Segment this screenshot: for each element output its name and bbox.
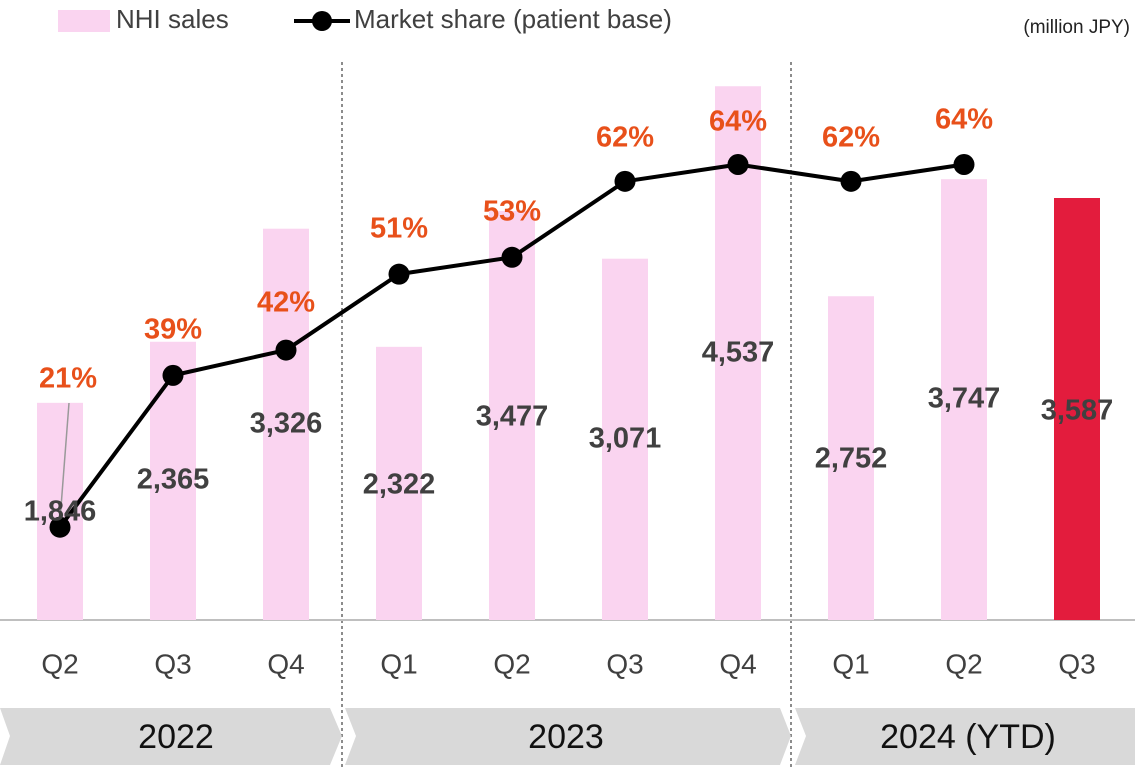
line-marker [388, 263, 410, 285]
bar [602, 258, 648, 620]
bar-value-label: 3,747 [928, 383, 1001, 415]
line-marker [501, 246, 523, 268]
x-tick-label: Q3 [154, 648, 191, 679]
bar [828, 296, 874, 620]
x-tick-label: Q4 [267, 648, 304, 679]
line-value-label: 51% [370, 213, 428, 245]
bar-value-label: 1,846 [24, 496, 97, 528]
x-tick-label: Q3 [606, 648, 643, 679]
line-marker [275, 339, 297, 361]
group-label: 2024 (YTD) [880, 718, 1056, 756]
leader-line [59, 402, 70, 521]
line-value-label: 64% [935, 104, 993, 136]
line-value-label: 39% [144, 314, 202, 346]
line-marker [840, 170, 862, 192]
bar [489, 210, 535, 621]
line-marker [953, 153, 975, 175]
line-value-label: 42% [257, 287, 315, 319]
line-marker [614, 170, 636, 192]
bar [376, 346, 422, 620]
x-tick-label: Q3 [1058, 648, 1095, 679]
line-marker [727, 153, 749, 175]
bar-value-label: 3,071 [589, 423, 662, 455]
legend-label: NHI sales [116, 4, 229, 34]
legend-label: Market share (patient base) [354, 4, 672, 34]
line-value-label: 53% [483, 196, 541, 228]
bar-value-label: 2,752 [815, 443, 888, 475]
line-value-label: 64% [709, 106, 767, 138]
group-band [795, 708, 1135, 765]
bar-value-label: 3,477 [476, 401, 549, 433]
group-label: 2022 [138, 718, 214, 756]
unit-label: (million JPY) [1023, 17, 1130, 38]
x-tick-label: Q1 [832, 648, 869, 679]
group-label: 2023 [528, 718, 604, 756]
bar [715, 86, 761, 620]
bar-value-label: 2,322 [363, 469, 436, 501]
bar [1054, 198, 1100, 620]
group-band [345, 708, 791, 765]
x-tick-label: Q2 [41, 648, 78, 679]
x-tick-label: Q2 [493, 648, 530, 679]
legend-marker [312, 11, 332, 31]
x-tick-label: Q1 [380, 648, 417, 679]
legend-swatch [58, 10, 110, 32]
bar-value-label: 2,365 [137, 464, 210, 496]
group-band [0, 708, 342, 765]
bar-value-label: 4,537 [702, 337, 775, 369]
x-tick-label: Q2 [945, 648, 982, 679]
line-marker [162, 364, 184, 386]
bar [150, 341, 196, 620]
bar [263, 228, 309, 621]
line-value-label: 62% [822, 122, 880, 154]
bar [941, 179, 987, 621]
bar-value-label: 3,326 [250, 408, 323, 440]
line-marker [49, 516, 71, 538]
x-tick-label: Q4 [719, 648, 756, 679]
line-value-label: 21% [39, 363, 97, 395]
bar-value-label: 3,587 [1041, 395, 1114, 427]
line-value-label: 62% [596, 122, 654, 154]
